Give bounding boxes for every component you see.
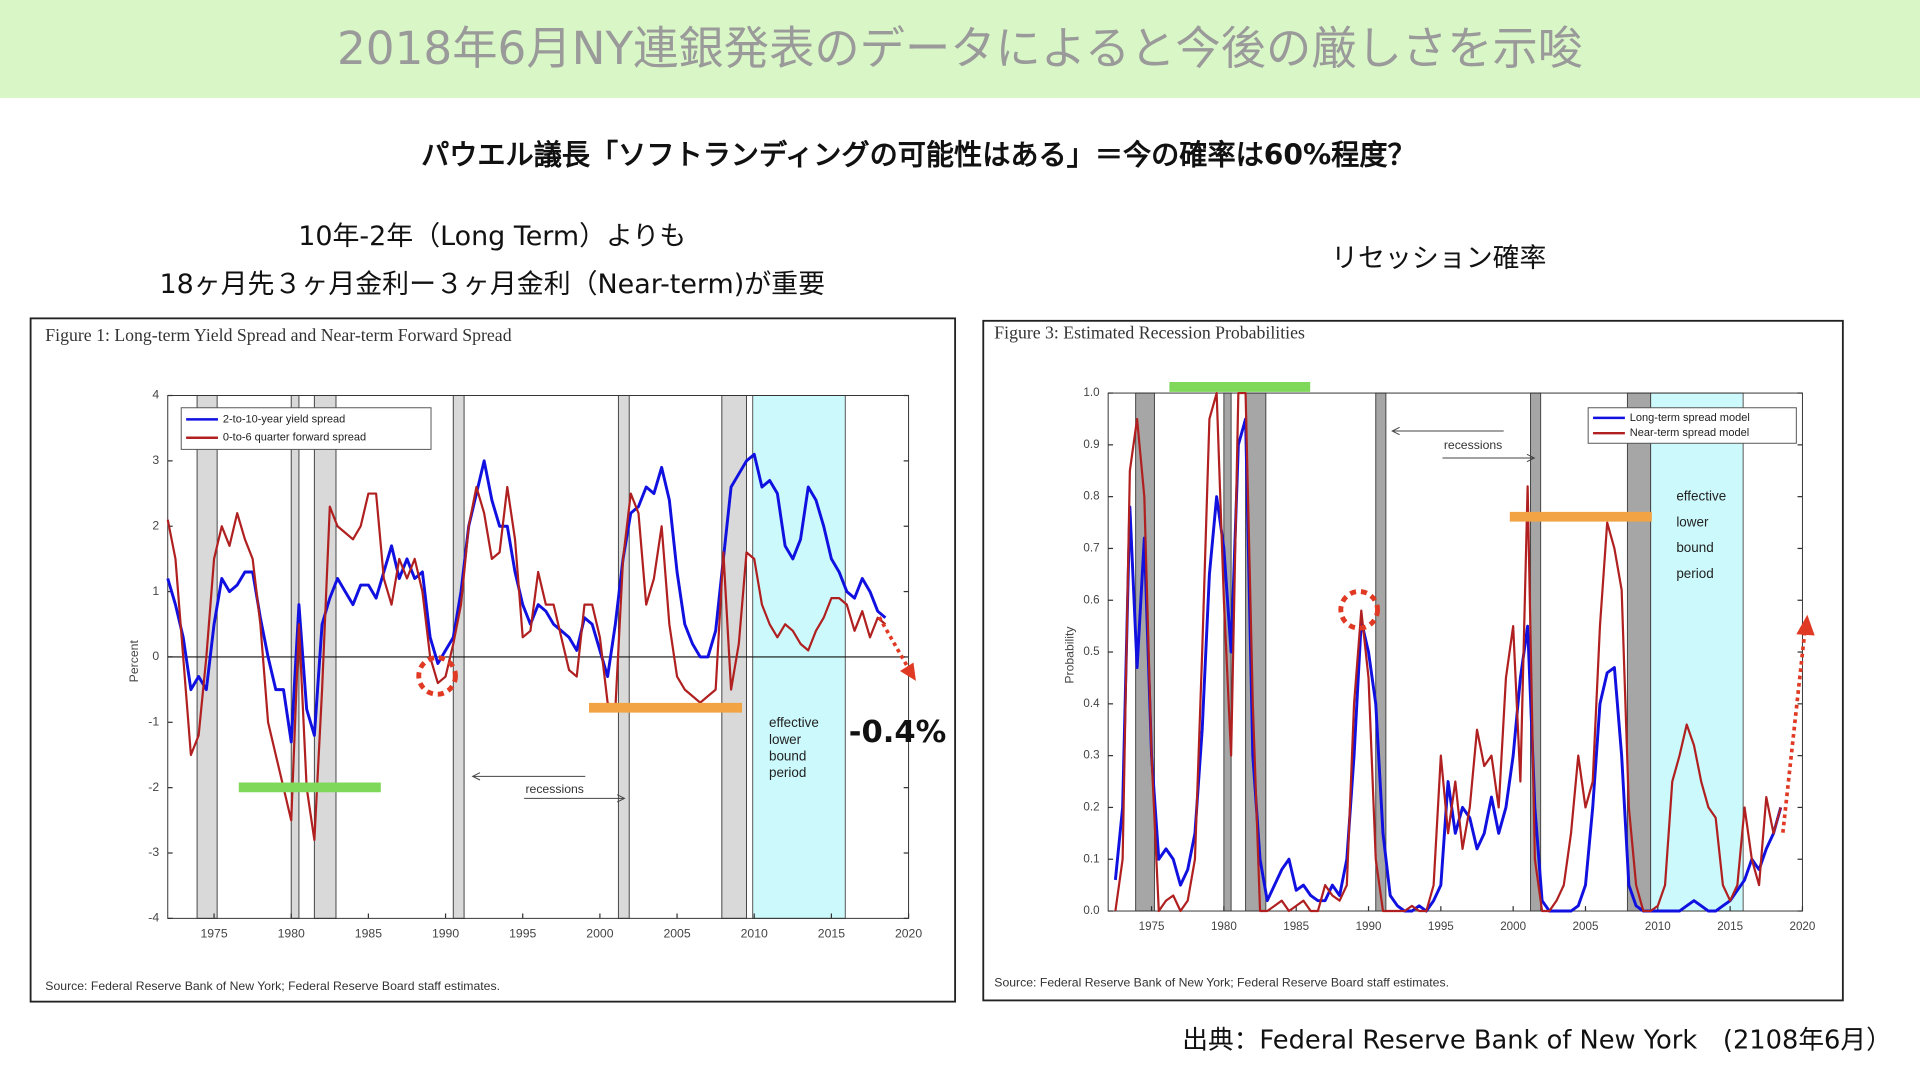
x-tick-label: 1995 [1428,920,1454,933]
elb-label: bound [769,748,806,763]
x-tick-label: 1985 [355,927,382,941]
left-caption: 18ヶ月先３ヶ月金利ー３ヶ月金利（Near-term)が重要 [159,269,825,300]
highlight-circle [416,655,458,697]
x-tick-label: 2020 [1790,920,1816,933]
elb-label: lower [769,732,802,747]
series-line [166,452,887,744]
header-title: 2018年6月NY連銀発表のデータによると今後の厳しさを示唆 [337,22,1583,75]
annotation-layer: -0.4% [238,382,1815,833]
elb-label: bound [1676,540,1713,555]
recessions-arrow-head [616,794,626,803]
recessions-arrow-head [1526,453,1536,463]
elb-label: effective [769,715,819,730]
y-tick-label: 0.0 [1083,904,1100,917]
y-tick-label: -3 [148,845,159,859]
y-tick-label: 4 [152,388,159,402]
series-line [166,485,887,842]
highlight-circle [1338,588,1380,631]
recessions-label: recessions [525,782,583,796]
recessions-arrow-head [1391,426,1400,436]
subtitle: パウエル議長「ソフトランディングの可能性はある」＝今の確率は60%程度？ [421,139,1416,172]
y-tick-label: 0 [152,649,159,663]
elb-label: lower [1676,514,1709,529]
y-tick-label: 0.1 [1083,852,1099,865]
legend-box [180,407,432,450]
elb-band [1650,392,1744,912]
x-tick-label: 2015 [818,927,845,941]
y-tick-label: -4 [148,911,159,925]
y-tick-label: 1.0 [1083,386,1100,399]
x-tick-label: 2000 [586,927,613,941]
x-tick-label: 1975 [1139,920,1165,933]
trend-arrow-head [1796,614,1815,636]
x-tick-label: 2010 [1645,920,1671,933]
y-axis-label: Probability [1062,626,1076,684]
y-tick-label: 0.4 [1083,697,1100,710]
x-tick-label: 2020 [895,927,922,941]
chart-title: Figure 1: Long-term Yield Spread and Nea… [45,325,511,345]
x-tick-label: 1980 [278,927,305,941]
y-tick-label: 2 [152,518,159,532]
x-tick-label: 2010 [741,927,768,941]
x-tick-label: 2015 [1717,920,1743,933]
y-tick-label: 0.2 [1083,801,1099,814]
callout: -0.4% [849,715,947,750]
y-tick-label: 0.6 [1083,593,1099,606]
legend-label: Long-term spread model [1630,412,1750,424]
recessions-arrow-head [471,772,481,781]
trend-arrow-head [900,662,916,681]
x-tick-label: 1980 [1211,920,1237,933]
series-line [1114,391,1782,913]
legend-label: 0-to-6 quarter forward spread [223,432,366,444]
elb-label: period [1676,566,1713,581]
y-axis-label: Percent [127,640,141,683]
legend-label: Near-term spread model [1630,427,1749,439]
x-tick-label: 1975 [200,927,227,941]
source: Source: Federal Reserve Bank of New York… [994,975,1449,989]
trend-arrow [1781,630,1807,833]
elb-label: effective [1676,489,1726,504]
recessions-label: recessions [1444,438,1502,452]
elb-label: period [769,765,806,780]
legend-box [1587,407,1797,444]
x-tick-label: 2005 [1573,920,1599,933]
x-tick-label: 2000 [1500,920,1526,933]
y-tick-label: 0.5 [1083,645,1099,658]
x-tick-label: 1990 [1356,920,1382,933]
header-band [0,0,1920,98]
right-caption: リセッション確率 [1331,243,1546,274]
y-tick-label: 1 [152,584,159,598]
x-tick-label: 1985 [1283,920,1309,933]
y-tick-label: -2 [148,780,159,794]
x-tick-label: 1995 [509,927,536,941]
y-tick-label: -1 [148,715,159,729]
recession-band [1245,392,1267,912]
y-tick-label: 0.9 [1083,438,1099,451]
source: Source: Federal Reserve Bank of New York… [45,979,500,993]
x-tick-label: 2005 [663,927,690,941]
x-tick-label: 1990 [432,927,459,941]
y-tick-label: 0.7 [1083,542,1099,555]
chart-title: Figure 3: Estimated Recession Probabilit… [994,322,1305,342]
y-tick-label: 0.8 [1083,490,1099,503]
legend-label: 2-to-10-year yield spread [223,413,345,425]
y-tick-label: 0.3 [1083,749,1099,762]
trend-arrow [877,616,911,670]
y-tick-label: 3 [152,453,159,467]
credit: 出典：Federal Reserve Bank of New York (210… [1182,1025,1892,1055]
series-line [1113,417,1783,913]
left-caption: 10年-2年（Long Term）よりも [298,221,686,252]
